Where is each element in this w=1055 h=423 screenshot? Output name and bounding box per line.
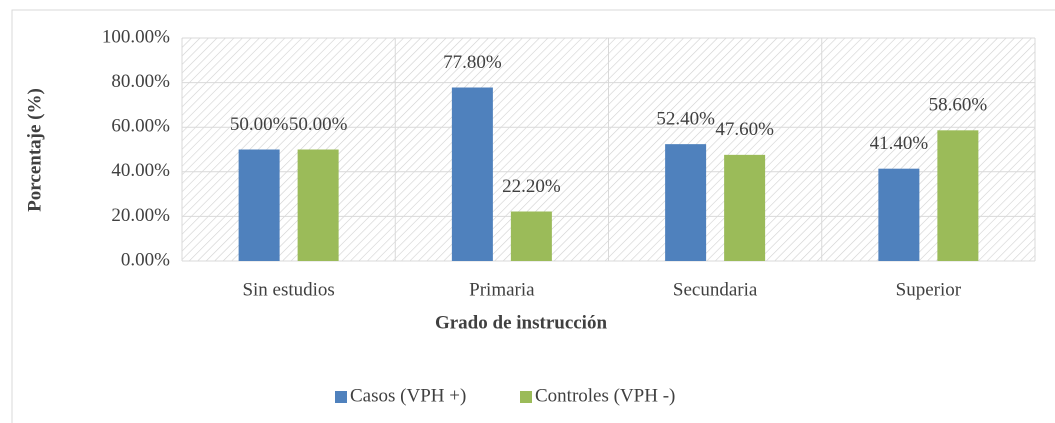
bar <box>510 211 552 261</box>
y-tick-label: 80.00% <box>111 71 170 92</box>
value-label: 50.00% <box>230 114 289 135</box>
bar <box>724 154 766 261</box>
x-tick-label: Secundaria <box>673 279 758 300</box>
bar <box>238 149 280 261</box>
bar <box>297 149 339 261</box>
value-label: 47.60% <box>715 119 774 140</box>
y-tick-label: 0.00% <box>121 249 170 270</box>
legend-label: Controles (VPH -) <box>535 385 675 406</box>
x-axis-title: Grado de instrucción <box>435 312 607 333</box>
frame <box>11 9 1055 423</box>
value-label: 77.80% <box>443 52 502 73</box>
y-axis-title: Porcentaje (%) <box>24 88 45 212</box>
y-tick-label: 40.00% <box>111 160 170 181</box>
x-tick-label: Sin estudios <box>242 279 334 300</box>
legend-label: Casos (VPH +) <box>350 385 466 406</box>
bar <box>451 87 493 261</box>
y-tick-label: 20.00% <box>111 205 170 226</box>
x-tick-label: Primaria <box>469 279 535 300</box>
x-tick-label: Superior <box>896 279 962 300</box>
value-label: 58.60% <box>929 95 988 116</box>
legend-swatch <box>520 391 532 403</box>
bar <box>665 144 707 261</box>
bar <box>878 168 920 261</box>
value-label: 50.00% <box>289 114 348 135</box>
value-label: 41.40% <box>870 133 929 154</box>
bar <box>937 130 979 261</box>
y-tick-label: 60.00% <box>111 116 170 137</box>
value-label: 52.40% <box>656 109 715 130</box>
y-tick-label: 100.00% <box>102 26 170 47</box>
value-label: 22.20% <box>502 176 561 197</box>
legend-swatch <box>335 391 347 403</box>
